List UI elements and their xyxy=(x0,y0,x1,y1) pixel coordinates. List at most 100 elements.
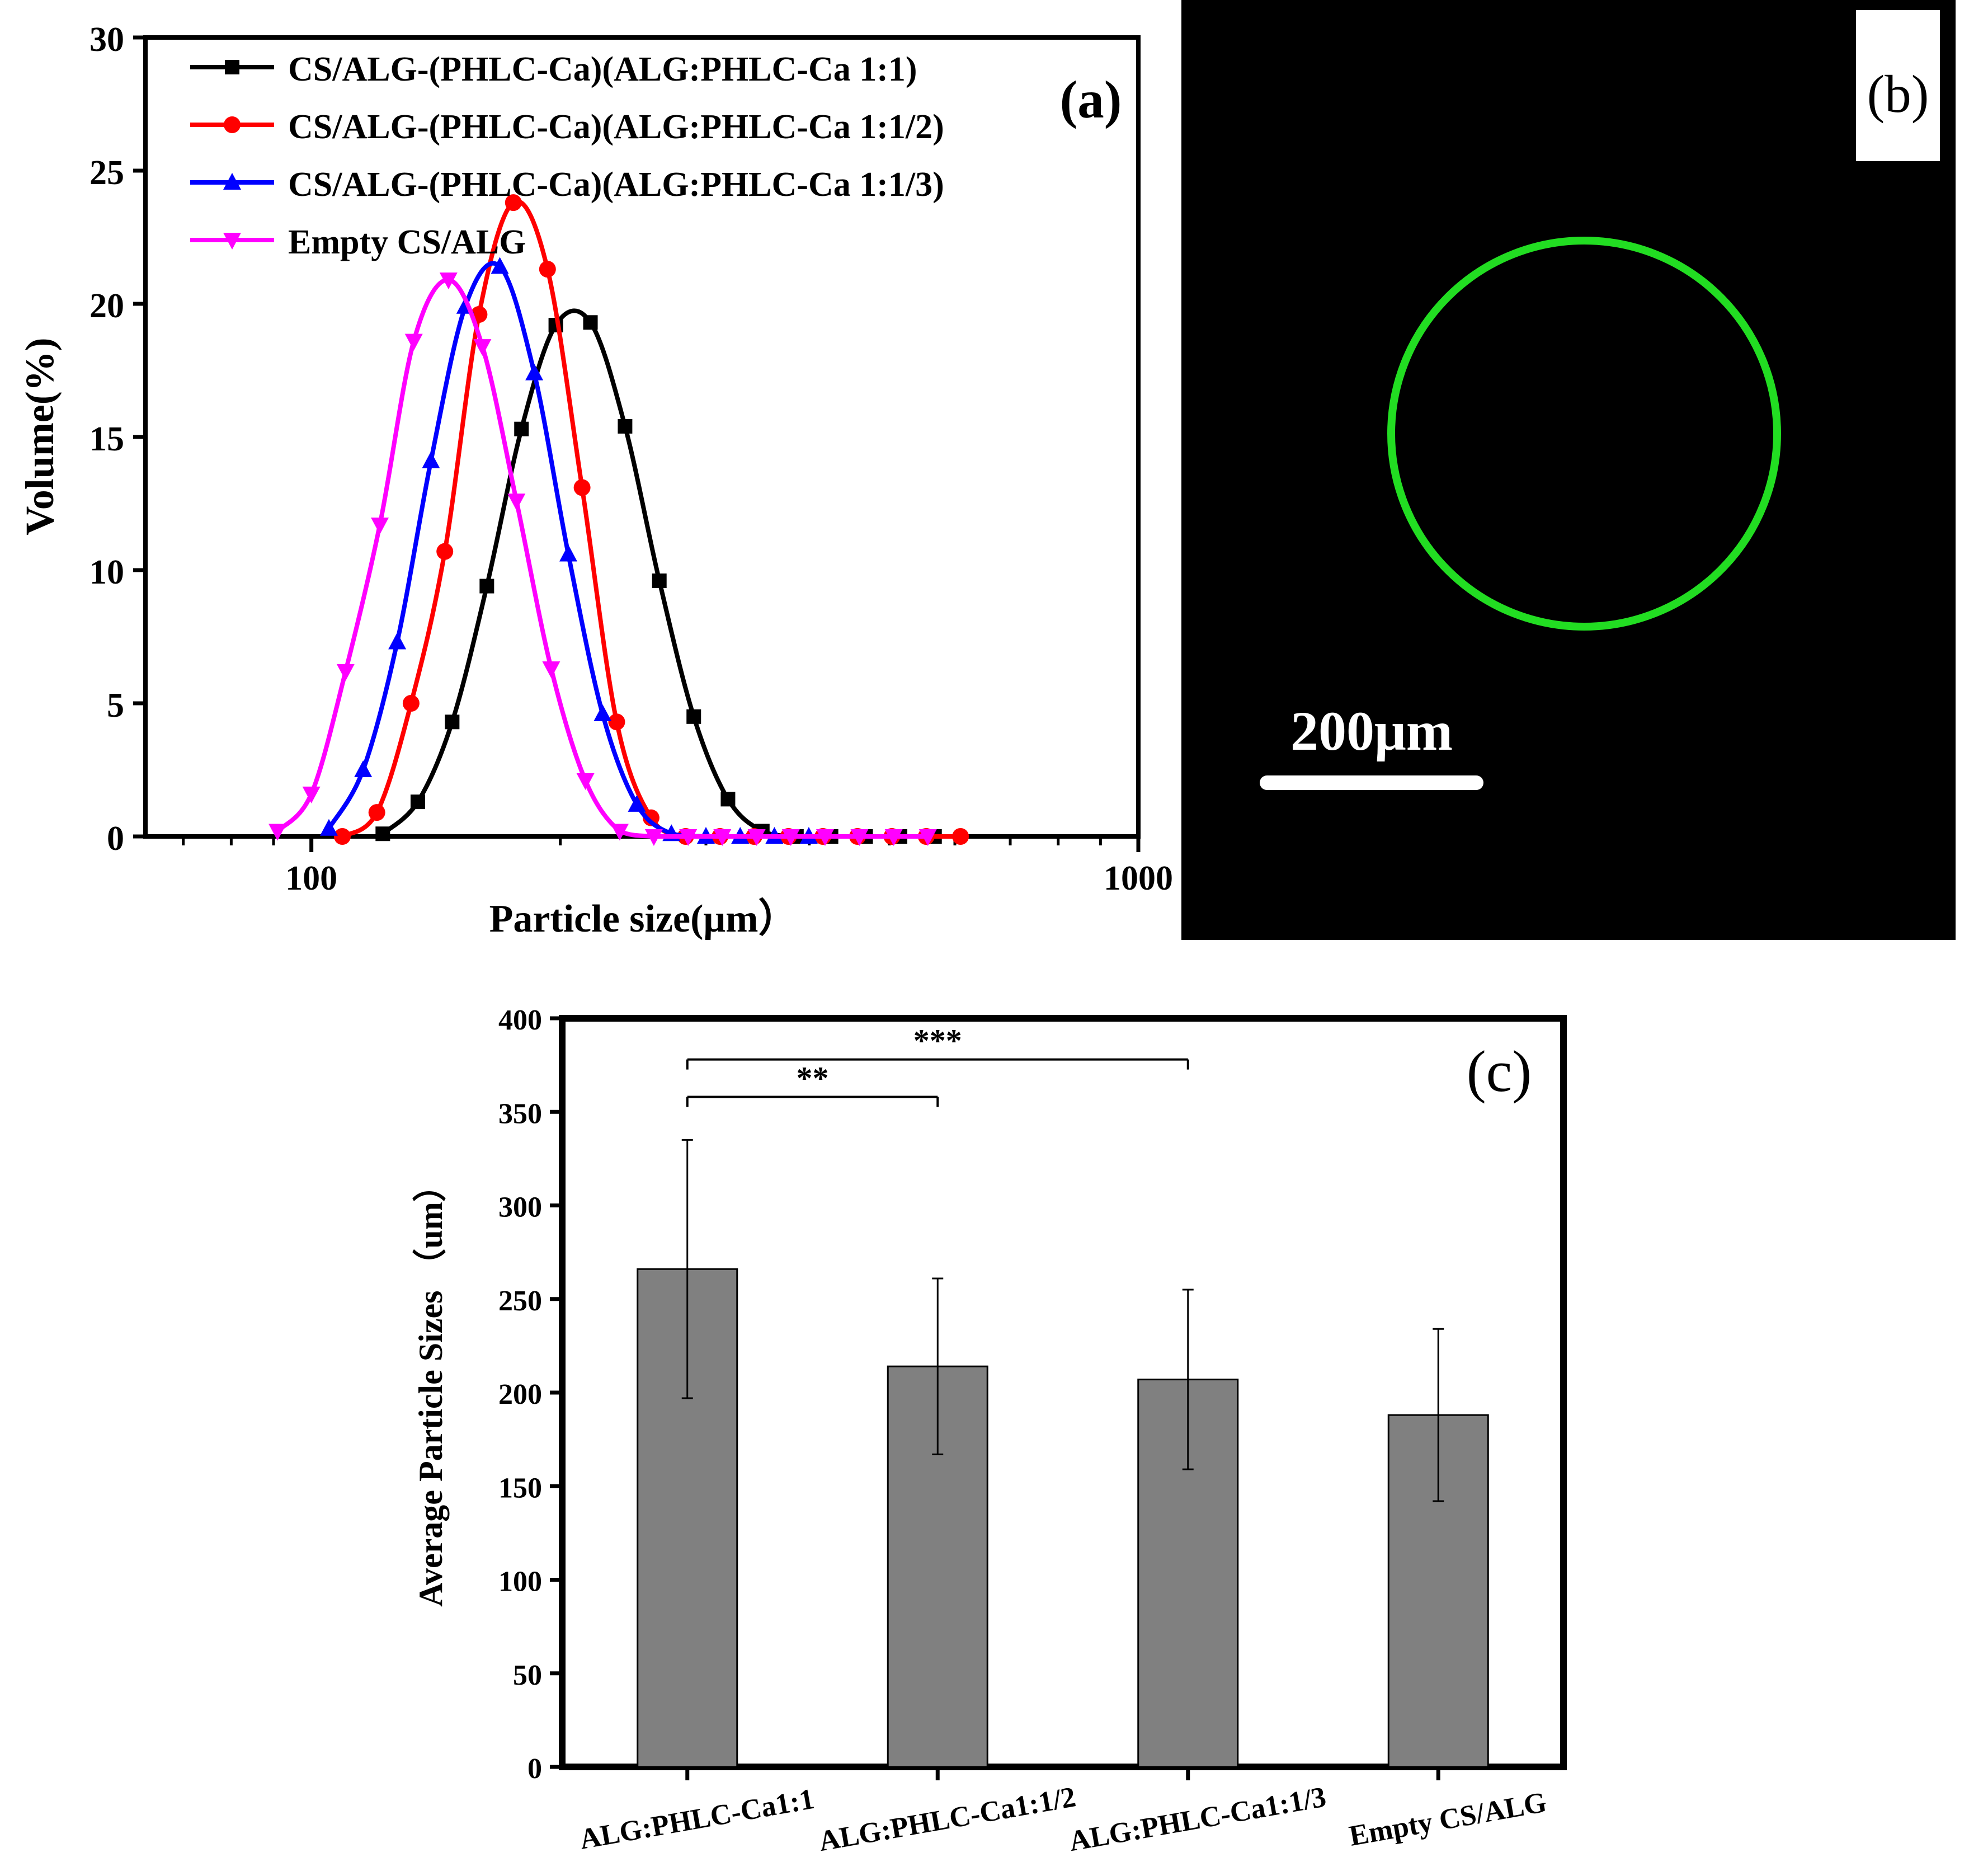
data-point-circle xyxy=(436,543,454,560)
panel-b-microscopy-image: (b) 200μm xyxy=(1181,0,1956,940)
microscopy-background xyxy=(1181,0,1956,940)
data-point-triangle-down xyxy=(336,664,355,681)
data-point-square xyxy=(410,794,425,810)
y-tick-label: 30 xyxy=(90,21,124,59)
data-point-triangle-up xyxy=(223,173,241,190)
data-point-circle xyxy=(333,828,351,845)
panel-a-y-axis: 0 5 10 15 20 25 30 xyxy=(90,21,145,858)
data-point-triangle-up xyxy=(354,760,373,777)
x-tick-label: ALG:PHLC-Ca1:1 xyxy=(577,1783,817,1856)
data-point-triangle-down xyxy=(850,829,869,846)
data-point-circle xyxy=(224,116,241,133)
data-point-triangle-up xyxy=(593,704,612,722)
y-tick-label: 200 xyxy=(498,1379,542,1410)
panel-c-y-axis: 0 50 100 150 200 250 300 350 400 xyxy=(498,1004,562,1785)
panel-a-x-axis-label: Particle size(μm） xyxy=(489,897,798,941)
x-tick-label: 100 xyxy=(285,859,337,897)
x-tick-label: ALG:PHLC-Ca1:1/2 xyxy=(816,1781,1078,1858)
data-point-circle xyxy=(505,194,522,211)
series-2 xyxy=(333,194,969,845)
data-point-triangle-down xyxy=(371,518,389,535)
series-4 xyxy=(268,272,937,846)
scale-bar-label: 200μm xyxy=(1290,700,1453,762)
series-line xyxy=(276,278,928,839)
data-point-circle xyxy=(368,804,385,821)
x-tick-label: 1000 xyxy=(1104,859,1173,897)
panel-c-significance-group: ***** xyxy=(686,1023,1189,1107)
y-tick-label: 400 xyxy=(498,1004,542,1036)
data-point-triangle-down xyxy=(713,829,732,846)
y-tick-label: 250 xyxy=(498,1285,542,1317)
data-point-triangle-down xyxy=(747,829,766,846)
data-point-square xyxy=(583,315,598,330)
panel-b-label-box xyxy=(1856,10,1940,161)
panel-b-annotation: (b) xyxy=(1867,64,1929,124)
panel-a-plot-frame xyxy=(143,35,1141,839)
data-point-square xyxy=(375,826,390,841)
panel-a-legend: CS/ALG-(PHLC-Ca)(ALG:PHLC-Ca 1:1) CS/ALG-… xyxy=(190,50,944,261)
data-point-triangle-down xyxy=(268,824,287,841)
data-point-triangle-down xyxy=(223,233,241,250)
data-point-square xyxy=(514,421,529,436)
data-point-square xyxy=(720,792,736,807)
data-point-circle xyxy=(608,713,625,731)
panel-a-series-group xyxy=(268,194,969,846)
legend-label: CS/ALG-(PHLC-Ca)(ALG:PHLC-Ca 1:1/3) xyxy=(288,166,944,204)
data-point-triangle-up xyxy=(388,632,407,650)
data-point-square xyxy=(479,579,494,594)
data-point-square xyxy=(445,714,460,730)
panel-a-annotation: (a) xyxy=(1060,70,1122,129)
panel-a-y-axis-label: Volume(%) xyxy=(17,337,62,535)
y-tick-label: 25 xyxy=(90,154,124,192)
y-tick-label: 0 xyxy=(107,820,124,858)
x-tick-label: ALG:PHLC-Ca1:1/3 xyxy=(1067,1781,1329,1858)
y-tick-label: 50 xyxy=(513,1659,542,1691)
data-point-triangle-down xyxy=(884,829,903,846)
panel-c-x-axis: ALG:PHLC-Ca1:1 ALG:PHLC-Ca1:1/2ALG:PHLC-C… xyxy=(577,1767,1549,1858)
panel-c-annotation: (c) xyxy=(1467,1038,1532,1104)
data-point-triangle-down xyxy=(542,661,560,679)
data-point-triangle-down xyxy=(610,824,629,841)
series-line xyxy=(341,199,961,839)
y-tick-label: 5 xyxy=(107,687,124,725)
x-tick-label: Empty CS/ALG xyxy=(1347,1786,1549,1853)
y-tick-label: 0 xyxy=(527,1753,542,1785)
data-point-circle xyxy=(573,479,591,496)
data-point-triangle-down xyxy=(404,333,423,351)
scale-bar xyxy=(1260,775,1483,790)
y-tick-label: 150 xyxy=(498,1472,542,1504)
data-point-square xyxy=(225,60,239,74)
y-tick-label: 350 xyxy=(498,1098,542,1130)
data-point-triangle-up xyxy=(422,451,440,468)
microcapsule-ring xyxy=(1387,237,1781,631)
panel-a-x-axis: 100 1000 xyxy=(182,836,1173,897)
data-point-square xyxy=(652,573,667,589)
y-tick-label: 100 xyxy=(498,1566,542,1598)
series-1 xyxy=(375,308,942,844)
panel-c-bars-group xyxy=(637,1139,1489,1768)
data-point-triangle-up xyxy=(628,794,646,812)
legend-label: CS/ALG-(PHLC-Ca)(ALG:PHLC-Ca 1:1) xyxy=(288,50,917,88)
data-point-triangle-down xyxy=(816,829,834,846)
data-point-square xyxy=(686,709,701,724)
significance-label: *** xyxy=(913,1023,962,1059)
data-point-circle xyxy=(952,828,969,845)
data-point-square xyxy=(618,419,633,434)
data-point-triangle-up xyxy=(491,257,509,274)
data-point-triangle-up xyxy=(319,819,338,836)
data-point-circle xyxy=(642,809,660,826)
data-point-triangle-down xyxy=(507,493,526,511)
data-point-triangle-down xyxy=(918,829,937,846)
data-point-circle xyxy=(539,261,556,278)
y-tick-label: 20 xyxy=(90,287,124,325)
data-point-circle xyxy=(402,695,420,712)
y-tick-label: 10 xyxy=(90,553,124,591)
data-point-triangle-down xyxy=(679,829,698,846)
data-point-triangle-down xyxy=(781,829,800,846)
y-tick-label: 15 xyxy=(90,420,124,458)
data-point-triangle-up xyxy=(559,544,577,562)
panel-a-line-chart: 0 5 10 15 20 25 30 100 1000 CS/ALG-(PHLC-Ca)(AL… xyxy=(17,21,1173,941)
data-point-triangle-down xyxy=(644,829,663,846)
